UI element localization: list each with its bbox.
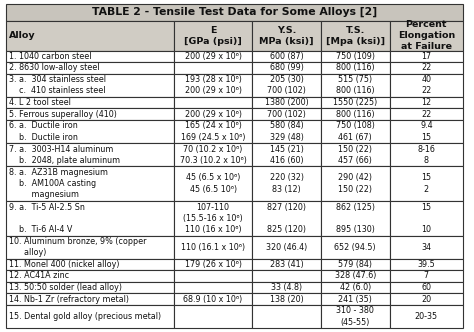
- Bar: [174, 74, 252, 97]
- Bar: [174, 293, 252, 305]
- Bar: [174, 120, 252, 143]
- Text: 13. 50:50 solder (lead alloy): 13. 50:50 solder (lead alloy): [9, 283, 121, 292]
- Text: 8-16
8: 8-16 8: [418, 144, 435, 165]
- Text: E
[GPa (psi)]: E [GPa (psi)]: [184, 26, 242, 46]
- Text: 12. AC41A zinc: 12. AC41A zinc: [9, 272, 69, 281]
- Text: 39.5: 39.5: [418, 260, 435, 269]
- Text: 7: 7: [424, 272, 429, 281]
- Bar: [6, 293, 174, 305]
- Bar: [252, 259, 321, 270]
- Text: 15
2: 15 2: [421, 173, 431, 194]
- Bar: [174, 62, 252, 74]
- Bar: [321, 166, 390, 201]
- Text: 200 (29 x 10⁶): 200 (29 x 10⁶): [184, 110, 242, 119]
- Text: 107-110
(15.5-16 x 10⁶)
110 (16 x 10⁶): 107-110 (15.5-16 x 10⁶) 110 (16 x 10⁶): [183, 203, 243, 234]
- Text: 40
22: 40 22: [421, 75, 431, 95]
- Text: 862 (125)

895 (130): 862 (125) 895 (130): [336, 203, 375, 234]
- Text: 310 - 380
(45-55): 310 - 380 (45-55): [337, 306, 374, 326]
- Text: 515 (75)
800 (116): 515 (75) 800 (116): [336, 75, 374, 95]
- Bar: [321, 235, 390, 259]
- Bar: [6, 270, 174, 282]
- Text: 10. Aluminum bronze, 9% (copper
      alloy): 10. Aluminum bronze, 9% (copper alloy): [9, 237, 146, 257]
- Bar: [321, 293, 390, 305]
- Bar: [390, 270, 463, 282]
- Bar: [6, 201, 174, 235]
- Bar: [390, 143, 463, 166]
- Text: Y.S.
MPa (ksi)]: Y.S. MPa (ksi)]: [259, 26, 314, 46]
- Text: 600 (87): 600 (87): [270, 52, 303, 61]
- Text: 150 (22)
457 (66): 150 (22) 457 (66): [338, 144, 372, 165]
- Bar: [174, 50, 252, 62]
- Bar: [321, 305, 390, 328]
- Bar: [6, 282, 174, 293]
- Bar: [174, 97, 252, 108]
- Text: 60: 60: [421, 283, 431, 292]
- Bar: [390, 108, 463, 120]
- Bar: [252, 201, 321, 235]
- Text: 5. Ferrous superalloy (410): 5. Ferrous superalloy (410): [9, 110, 117, 119]
- Text: 750 (109): 750 (109): [336, 52, 375, 61]
- Bar: [6, 259, 174, 270]
- Text: 145 (21)
416 (60): 145 (21) 416 (60): [270, 144, 303, 165]
- Bar: [174, 235, 252, 259]
- Bar: [390, 259, 463, 270]
- Text: 14. Nb-1 Zr (refractory metal): 14. Nb-1 Zr (refractory metal): [9, 294, 128, 303]
- Bar: [390, 282, 463, 293]
- Text: 750 (108)
461 (67): 750 (108) 461 (67): [336, 122, 375, 141]
- Bar: [6, 21, 174, 50]
- Bar: [174, 166, 252, 201]
- Text: 8. a.  AZ31B magnesium
    b.  AM100A casting
         magnesium: 8. a. AZ31B magnesium b. AM100A casting …: [9, 168, 108, 199]
- Bar: [321, 143, 390, 166]
- Text: 328 (47.6): 328 (47.6): [335, 272, 376, 281]
- Bar: [6, 108, 174, 120]
- Bar: [6, 166, 174, 201]
- Bar: [321, 108, 390, 120]
- Bar: [6, 74, 174, 97]
- Bar: [174, 270, 252, 282]
- Bar: [321, 62, 390, 74]
- Text: 20-35: 20-35: [415, 312, 438, 321]
- Text: 800 (116): 800 (116): [336, 110, 374, 119]
- Bar: [6, 97, 174, 108]
- Text: 700 (102): 700 (102): [267, 110, 306, 119]
- Bar: [390, 50, 463, 62]
- Bar: [6, 305, 174, 328]
- Text: 15. Dental gold alloy (precious metal): 15. Dental gold alloy (precious metal): [9, 312, 161, 321]
- Bar: [6, 4, 463, 21]
- Text: 220 (32)
83 (12): 220 (32) 83 (12): [270, 173, 303, 194]
- Bar: [321, 282, 390, 293]
- Text: 68.9 (10 x 10⁶): 68.9 (10 x 10⁶): [183, 294, 243, 303]
- Bar: [252, 270, 321, 282]
- Text: 11. Monel 400 (nickel alloy): 11. Monel 400 (nickel alloy): [9, 260, 119, 269]
- Text: 579 (84): 579 (84): [338, 260, 372, 269]
- Text: Alloy: Alloy: [9, 31, 35, 40]
- Bar: [174, 259, 252, 270]
- Bar: [252, 282, 321, 293]
- Text: 200 (29 x 10⁶): 200 (29 x 10⁶): [184, 52, 242, 61]
- Bar: [321, 270, 390, 282]
- Text: 45 (6.5 x 10⁶)
45 (6.5 10⁶): 45 (6.5 x 10⁶) 45 (6.5 10⁶): [186, 173, 240, 194]
- Text: T.S.
[Mpa (ksi)]: T.S. [Mpa (ksi)]: [326, 26, 385, 46]
- Text: 827 (120)

825 (120): 827 (120) 825 (120): [267, 203, 306, 234]
- Text: 33 (4.8): 33 (4.8): [271, 283, 302, 292]
- Bar: [390, 201, 463, 235]
- Text: 22: 22: [421, 63, 431, 72]
- Bar: [321, 97, 390, 108]
- Bar: [390, 235, 463, 259]
- Text: 1. 1040 carbon steel: 1. 1040 carbon steel: [9, 52, 91, 61]
- Bar: [321, 21, 390, 50]
- Bar: [252, 108, 321, 120]
- Text: 193 (28 x 10⁶)
200 (29 x 10⁶): 193 (28 x 10⁶) 200 (29 x 10⁶): [184, 75, 242, 95]
- Bar: [6, 143, 174, 166]
- Bar: [252, 235, 321, 259]
- Text: 3. a.  304 stainless steel
    c.  410 stainless steel: 3. a. 304 stainless steel c. 410 stainle…: [9, 75, 106, 95]
- Bar: [174, 108, 252, 120]
- Text: 580 (84)
329 (48): 580 (84) 329 (48): [270, 122, 303, 141]
- Bar: [321, 259, 390, 270]
- Bar: [390, 166, 463, 201]
- Bar: [252, 50, 321, 62]
- Bar: [390, 305, 463, 328]
- Bar: [6, 120, 174, 143]
- Text: 17: 17: [421, 52, 431, 61]
- Text: 4. L 2 tool steel: 4. L 2 tool steel: [9, 98, 71, 107]
